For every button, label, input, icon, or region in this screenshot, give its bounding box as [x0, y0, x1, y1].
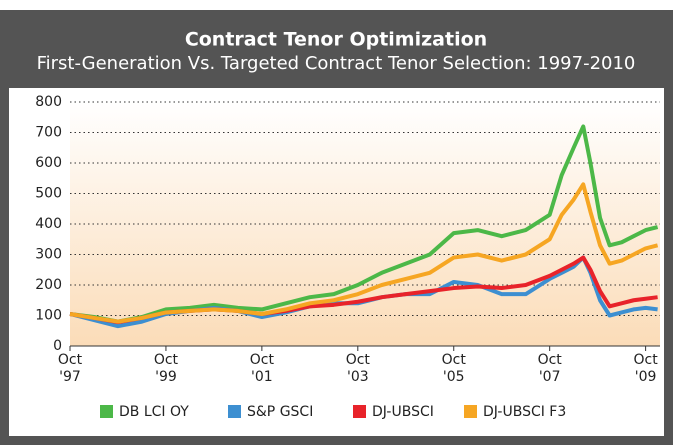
- legend-swatch: [353, 405, 366, 418]
- x-tick-label: Oct: [634, 352, 659, 368]
- y-tick-label: 700: [35, 125, 62, 141]
- x-tick-label: Oct: [154, 352, 179, 368]
- chart-title: Contract Tenor Optimization: [185, 29, 487, 51]
- x-tick-label: Oct: [250, 352, 275, 368]
- x-tick-label: '97: [59, 369, 81, 385]
- y-tick-label: 200: [35, 277, 62, 293]
- x-tick-label: Oct: [346, 352, 371, 368]
- y-tick-label: 800: [35, 94, 62, 110]
- legend-label: DB LCI OY: [119, 404, 189, 420]
- x-tick-label: Oct: [442, 352, 467, 368]
- x-tick-label: '03: [347, 369, 369, 385]
- x-tick-label: Oct: [58, 352, 83, 368]
- x-tick-label: '99: [155, 369, 177, 385]
- legend-swatch: [100, 405, 113, 418]
- legend-swatch: [228, 405, 241, 418]
- y-tick-label: 100: [35, 308, 62, 324]
- y-tick-label: 300: [35, 247, 62, 263]
- chart-subtitle: First-Generation Vs. Targeted Contract T…: [37, 53, 636, 74]
- y-tick-label: 0: [53, 338, 62, 354]
- y-tick-label: 500: [35, 186, 62, 202]
- x-tick-label: Oct: [538, 352, 563, 368]
- x-tick-label: '07: [539, 369, 561, 385]
- y-tick-label: 400: [35, 216, 62, 232]
- x-tick-label: '09: [635, 369, 657, 385]
- line-series: [69, 124, 659, 324]
- legend-label: S&P GSCI: [247, 404, 313, 420]
- plot-area: [70, 102, 660, 346]
- x-tick-label: '05: [443, 369, 465, 385]
- x-tick-label: '01: [251, 369, 273, 385]
- legend-swatch: [464, 405, 477, 418]
- y-tick-label: 600: [35, 155, 62, 171]
- line-series: [69, 182, 659, 324]
- legend-label: DJ-UBSCI F3: [483, 404, 566, 420]
- legend-label: DJ-UBSCI: [372, 404, 434, 420]
